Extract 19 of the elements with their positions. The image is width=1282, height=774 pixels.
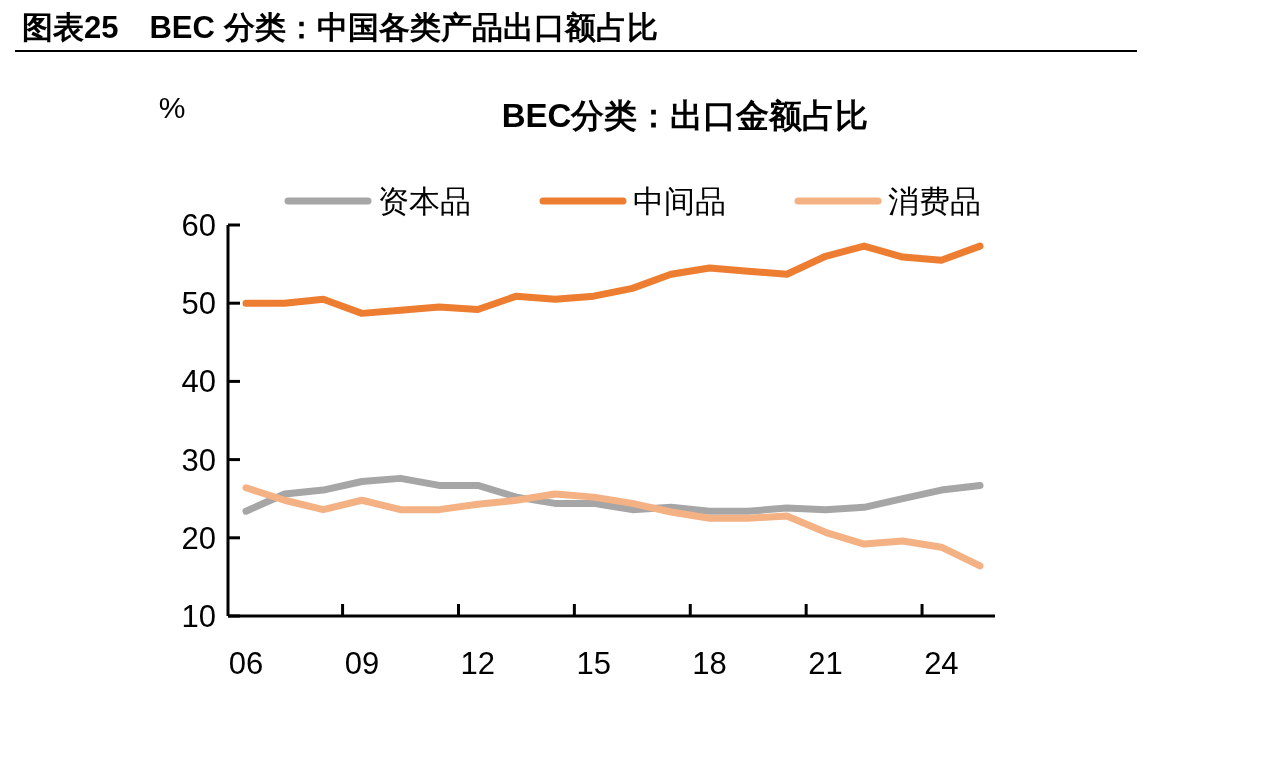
legend-label: 消费品 — [888, 184, 981, 219]
y-axis-title: % — [158, 91, 186, 124]
y-tick-label: 10 — [181, 599, 216, 634]
y-tick-label: 50 — [181, 286, 216, 322]
y-tick-label: 60 — [181, 208, 216, 243]
y-tick-label: 20 — [181, 520, 216, 556]
x-tick-label: 24 — [924, 646, 959, 681]
legend-label: 资本品 — [378, 184, 471, 219]
x-tick-label: 12 — [460, 646, 496, 681]
legend-label: 中间品 — [633, 184, 726, 219]
y-tick-label: 40 — [181, 364, 216, 400]
x-tick-label: 15 — [576, 646, 611, 681]
chart-title: 图表25 BEC 分类：中国各类产品出口额占比 — [22, 10, 658, 45]
y-tick-label: 30 — [181, 442, 216, 478]
x-tick-label: 09 — [344, 646, 380, 681]
x-tick-label: 06 — [228, 646, 264, 681]
chart-subtitle: BEC分类：出口金额占比 — [501, 97, 869, 134]
x-tick-label: 18 — [692, 646, 727, 681]
x-tick-label: 21 — [808, 646, 843, 681]
